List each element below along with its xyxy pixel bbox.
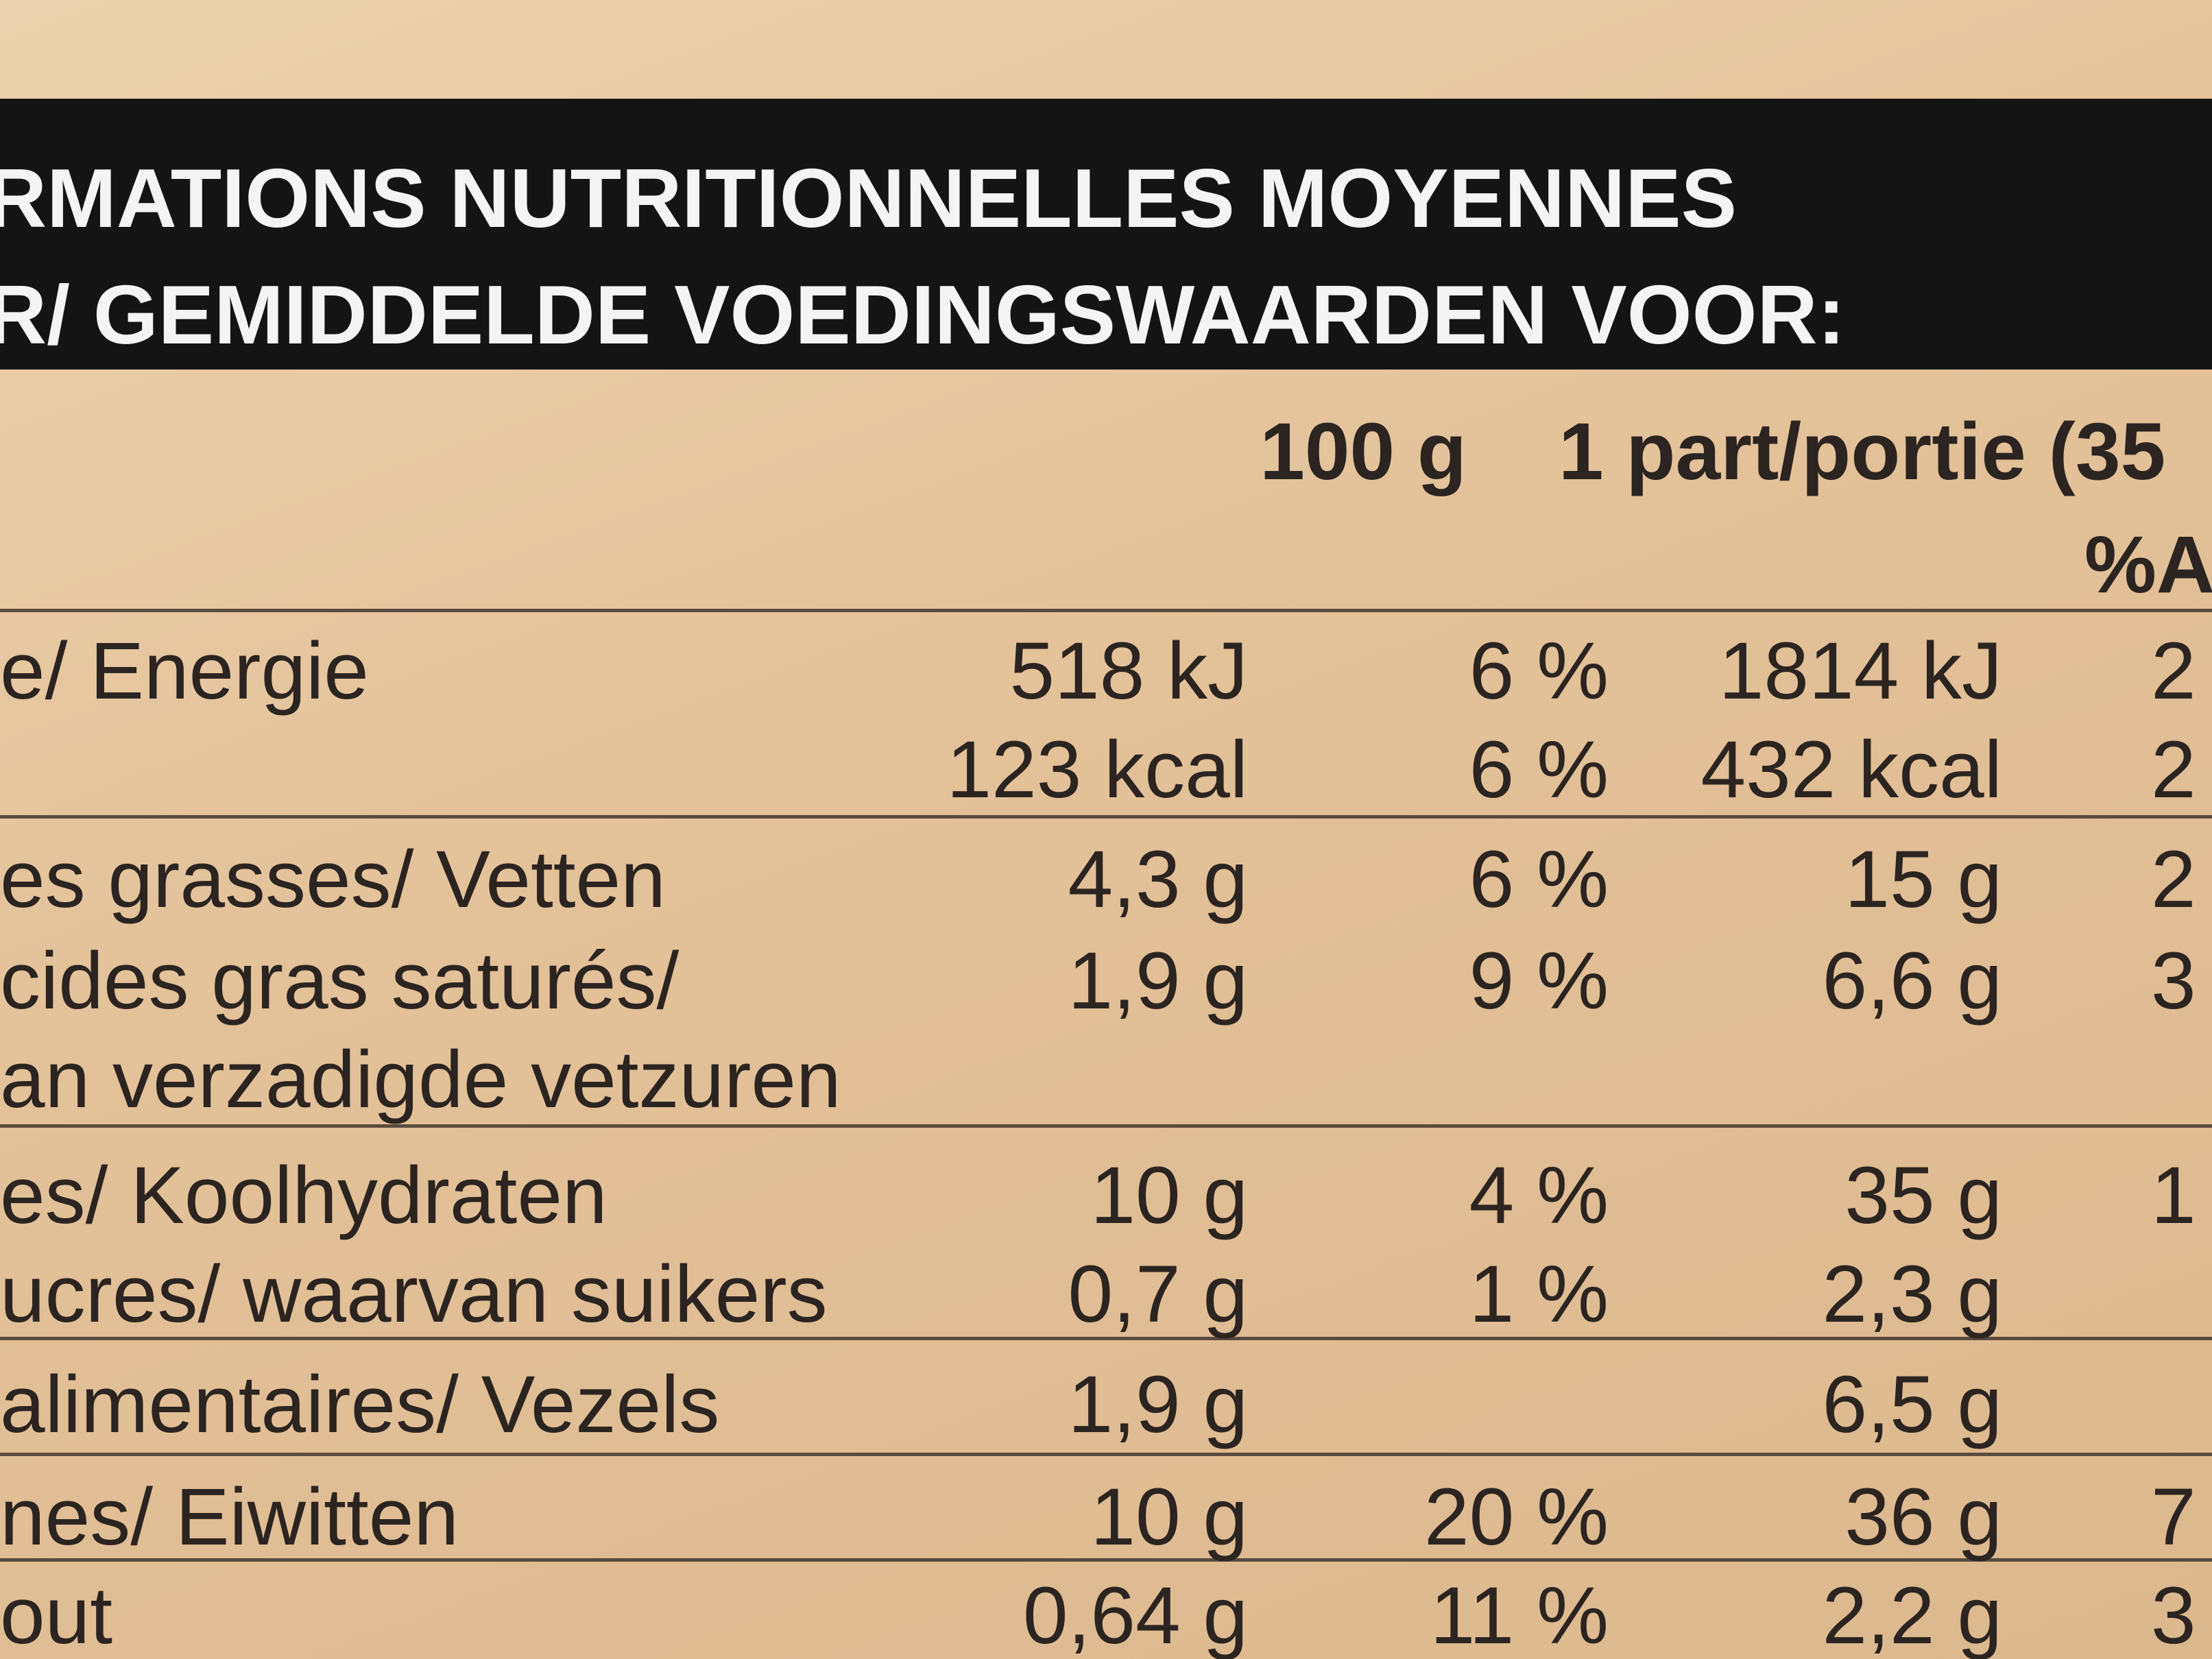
cell: 1 % [1469,1249,1609,1340]
cell: 2,3 g [1822,1249,2002,1340]
column-header: %A [2084,520,2212,610]
row-label: nes/ Eiwitten [0,1472,459,1562]
row-label: alimentaires/ Vezels [0,1359,720,1450]
row-separator [0,1453,2212,1456]
row-label: es grasses/ Vetten [0,834,666,925]
cell: 4,3 g [1068,834,1248,925]
cell: 15 g [1844,834,2002,925]
cell: 0,7 g [1068,1249,1248,1340]
cell: 432 kcal [1700,725,2002,815]
cell: 35 g [1844,1150,2002,1241]
column-header: 100 g [1260,407,1467,497]
row-separator [0,609,2212,612]
cell: 1814 kJ [1718,626,2002,716]
cell: 6,5 g [1822,1359,2002,1450]
cell: 7 [2151,1472,2196,1562]
cell: 518 kJ [1009,626,1248,716]
cell: 1,9 g [1068,936,1248,1026]
cell: 4 % [1469,1150,1609,1241]
cell: 2 [2151,834,2196,925]
cell: 0,64 g [1022,1571,1248,1659]
row-label: ucres/ waarvan suikers [0,1249,828,1340]
row-separator [0,1558,2212,1562]
row-separator [0,815,2212,819]
cell: 1,9 g [1068,1359,1248,1450]
row-label: e/ Energie [0,626,369,716]
cell: 2,2 g [1822,1571,2002,1659]
row-label: out [0,1571,113,1659]
cell: 11 % [1430,1571,1609,1659]
cell: 6,6 g [1822,936,2002,1026]
cell: 9 % [1469,936,1609,1026]
cell: 2 [2151,725,2196,815]
row-separator [0,1337,2212,1340]
cell: 2 [2151,626,2196,716]
cell: 123 kcal [946,725,1248,815]
cell: 6 % [1469,626,1609,716]
cell: 1 [2151,1150,2196,1241]
cell: 10 g [1090,1150,1248,1241]
row-label: es/ Koolhydraten [0,1150,608,1241]
cell: 20 % [1424,1472,1609,1562]
cell: 10 g [1090,1472,1248,1562]
header-banner [0,99,2212,370]
cell: 6 % [1469,834,1609,925]
cell: 36 g [1844,1472,2002,1562]
cell: 3 [2151,936,2196,1026]
cell: 3 [2151,1571,2196,1659]
row-label: cides gras saturés/ [0,936,680,1026]
row-label: an verzadigde vetzuren [0,1034,841,1125]
row-separator [0,1124,2212,1128]
cell: 6 % [1469,725,1609,815]
header-line: R/ GEMIDDELDE VOEDINGSWAARDEN VOOR: [0,268,1846,361]
header-line: RMATIONS NUTRITIONNELLES MOYENNES [0,152,1738,245]
column-header: 1 part/portie (35 [1559,407,2166,497]
